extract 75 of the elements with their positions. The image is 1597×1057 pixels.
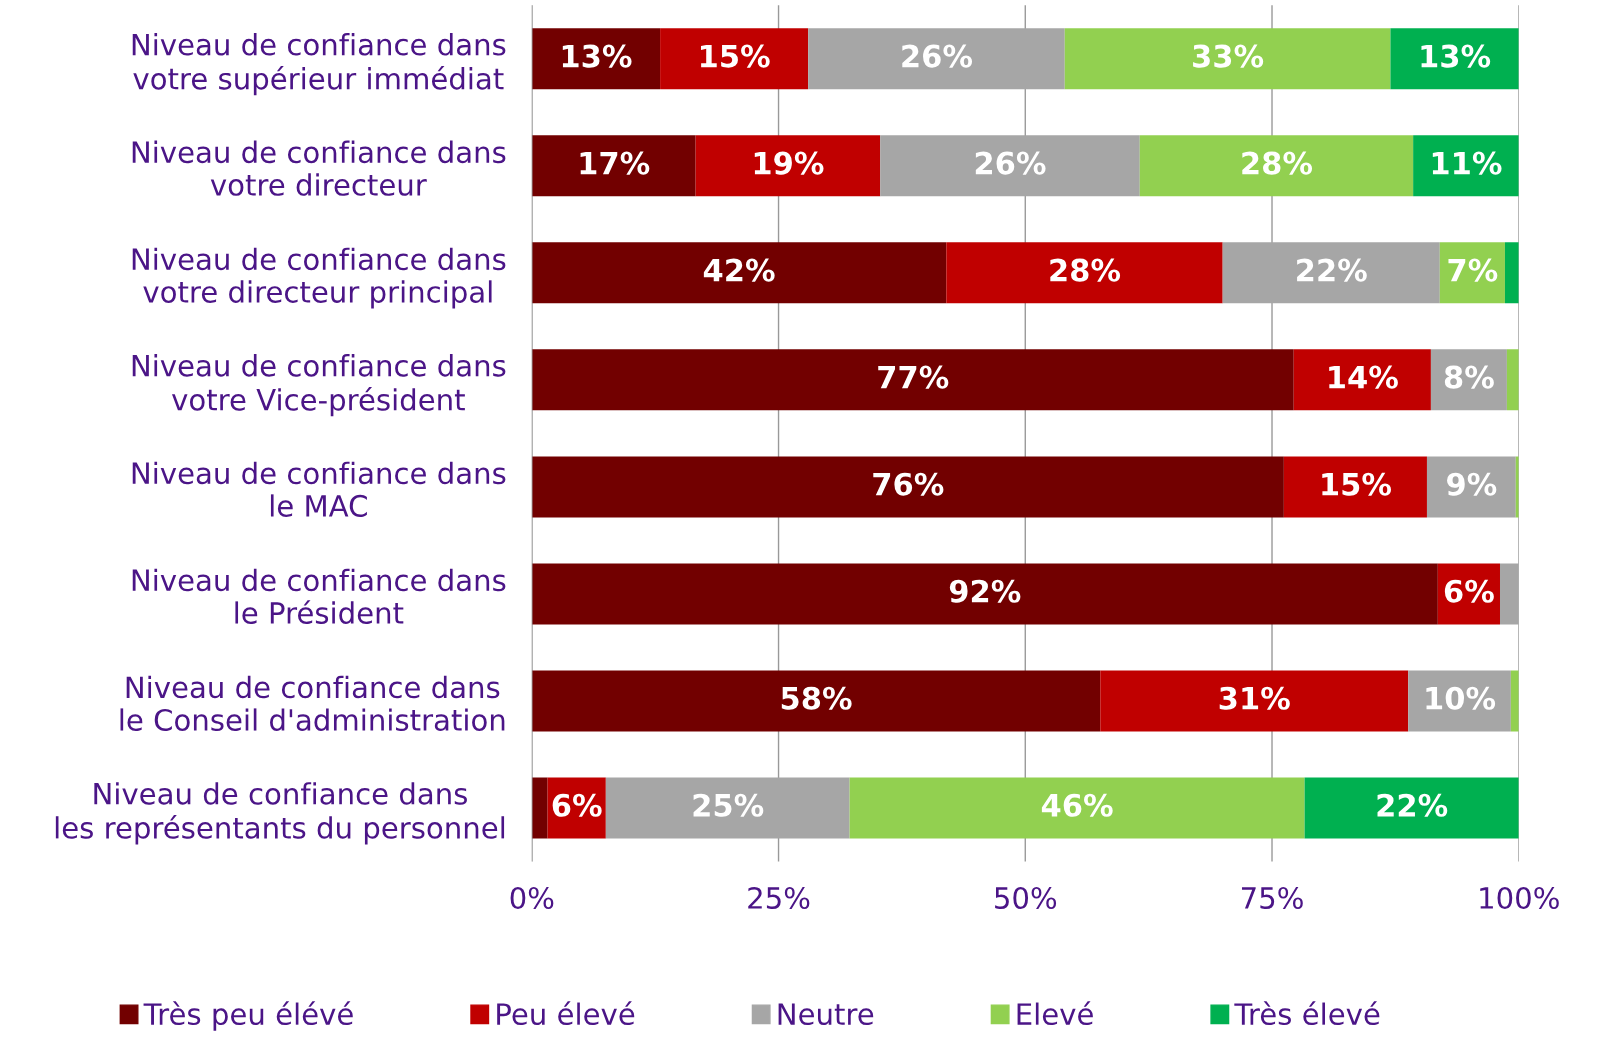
y-tick-label: Niveau de confiance dans le Président — [132, 568, 506, 624]
y-tick-label: Niveau de confiance dans votre supérieur immédiat — [132, 33, 506, 96]
legend-label: Très peu élévé — [143, 1001, 353, 1031]
data-label: 28% — [1050, 258, 1121, 282]
data-label: 13% — [562, 44, 632, 68]
bar — [1504, 242, 1519, 304]
bar — [1304, 777, 1519, 839]
bar — [1506, 349, 1519, 411]
y-tick-label: Niveau de confiance dans votre directeur principal — [132, 247, 506, 309]
bar — [880, 135, 1140, 197]
data-label: 25% — [693, 793, 764, 817]
data-label: 19% — [754, 151, 824, 175]
data-label: 17% — [580, 151, 650, 175]
data-label: 22% — [1377, 793, 1448, 817]
x-tick-label: 0% — [510, 886, 554, 910]
data-label: 46% — [1041, 793, 1113, 817]
bar — [531, 456, 1284, 518]
bar — [531, 349, 1294, 411]
data-label: 76% — [873, 472, 944, 496]
data-label: 15% — [1322, 472, 1391, 496]
data-label: 22% — [1297, 258, 1367, 282]
bar — [605, 777, 850, 839]
data-label: 11% — [1432, 151, 1502, 175]
y-tick-label: Niveau de confiance dans votre directeur — [132, 140, 506, 196]
data-label: 92% — [949, 579, 1021, 603]
bar — [946, 242, 1223, 304]
bar — [531, 135, 696, 197]
data-label: 14% — [1329, 365, 1398, 389]
data-label: 9% — [1447, 472, 1497, 496]
legend-label: Très élevé — [1234, 1001, 1380, 1026]
bar — [1500, 563, 1519, 625]
data-label: 77% — [878, 365, 949, 389]
data-label: 10% — [1426, 686, 1496, 710]
bar — [1413, 135, 1519, 197]
data-label: 26% — [902, 44, 973, 68]
bar — [531, 28, 661, 90]
bar — [1390, 28, 1519, 90]
legend-label: Neutre — [778, 1003, 874, 1026]
x-tick-label: 50% — [995, 886, 1057, 910]
y-tick-label: Niveau de confiance dans le Conseil d'administration — [120, 675, 505, 731]
bar — [660, 28, 809, 90]
data-label: 31% — [1219, 686, 1290, 710]
y-tick-label: Niveau de confiance dans le MAC — [132, 461, 506, 517]
bar — [1139, 135, 1414, 197]
x-tick-label: 75% — [1241, 886, 1303, 910]
data-label: 58% — [781, 686, 852, 710]
bar — [531, 563, 1438, 625]
bar — [695, 135, 881, 197]
legend-label: Elevé — [1017, 1001, 1093, 1026]
bar — [531, 670, 1101, 732]
data-label: 33% — [1193, 44, 1264, 68]
data-label: 8% — [1444, 365, 1494, 389]
bar — [531, 777, 548, 839]
data-label: 28% — [1242, 151, 1313, 175]
data-label: 13% — [1421, 44, 1491, 68]
data-label: 6% — [1444, 579, 1494, 603]
bar — [1064, 28, 1391, 90]
data-label: 6% — [552, 793, 602, 817]
y-tick-label: Niveau de confiance dans votre Vice-président — [132, 354, 506, 417]
x-tick-label: 100% — [1480, 886, 1559, 910]
bar — [1222, 242, 1440, 304]
bar — [531, 242, 947, 304]
data-label: 7% — [1448, 258, 1498, 282]
bar — [1426, 456, 1516, 518]
x-tick-label: 25% — [748, 886, 810, 910]
data-label: 15% — [701, 44, 770, 68]
legend-label: Peu élevé — [497, 1001, 635, 1026]
bar — [1100, 670, 1409, 732]
y-tick-label: Niveau de confiance dans les représentants du personnel — [55, 782, 505, 845]
data-label: 42% — [703, 258, 775, 282]
bar — [1283, 456, 1427, 518]
bar — [808, 28, 1065, 90]
bar — [849, 777, 1305, 839]
data-label: 26% — [975, 151, 1046, 175]
bar — [1293, 349, 1431, 411]
